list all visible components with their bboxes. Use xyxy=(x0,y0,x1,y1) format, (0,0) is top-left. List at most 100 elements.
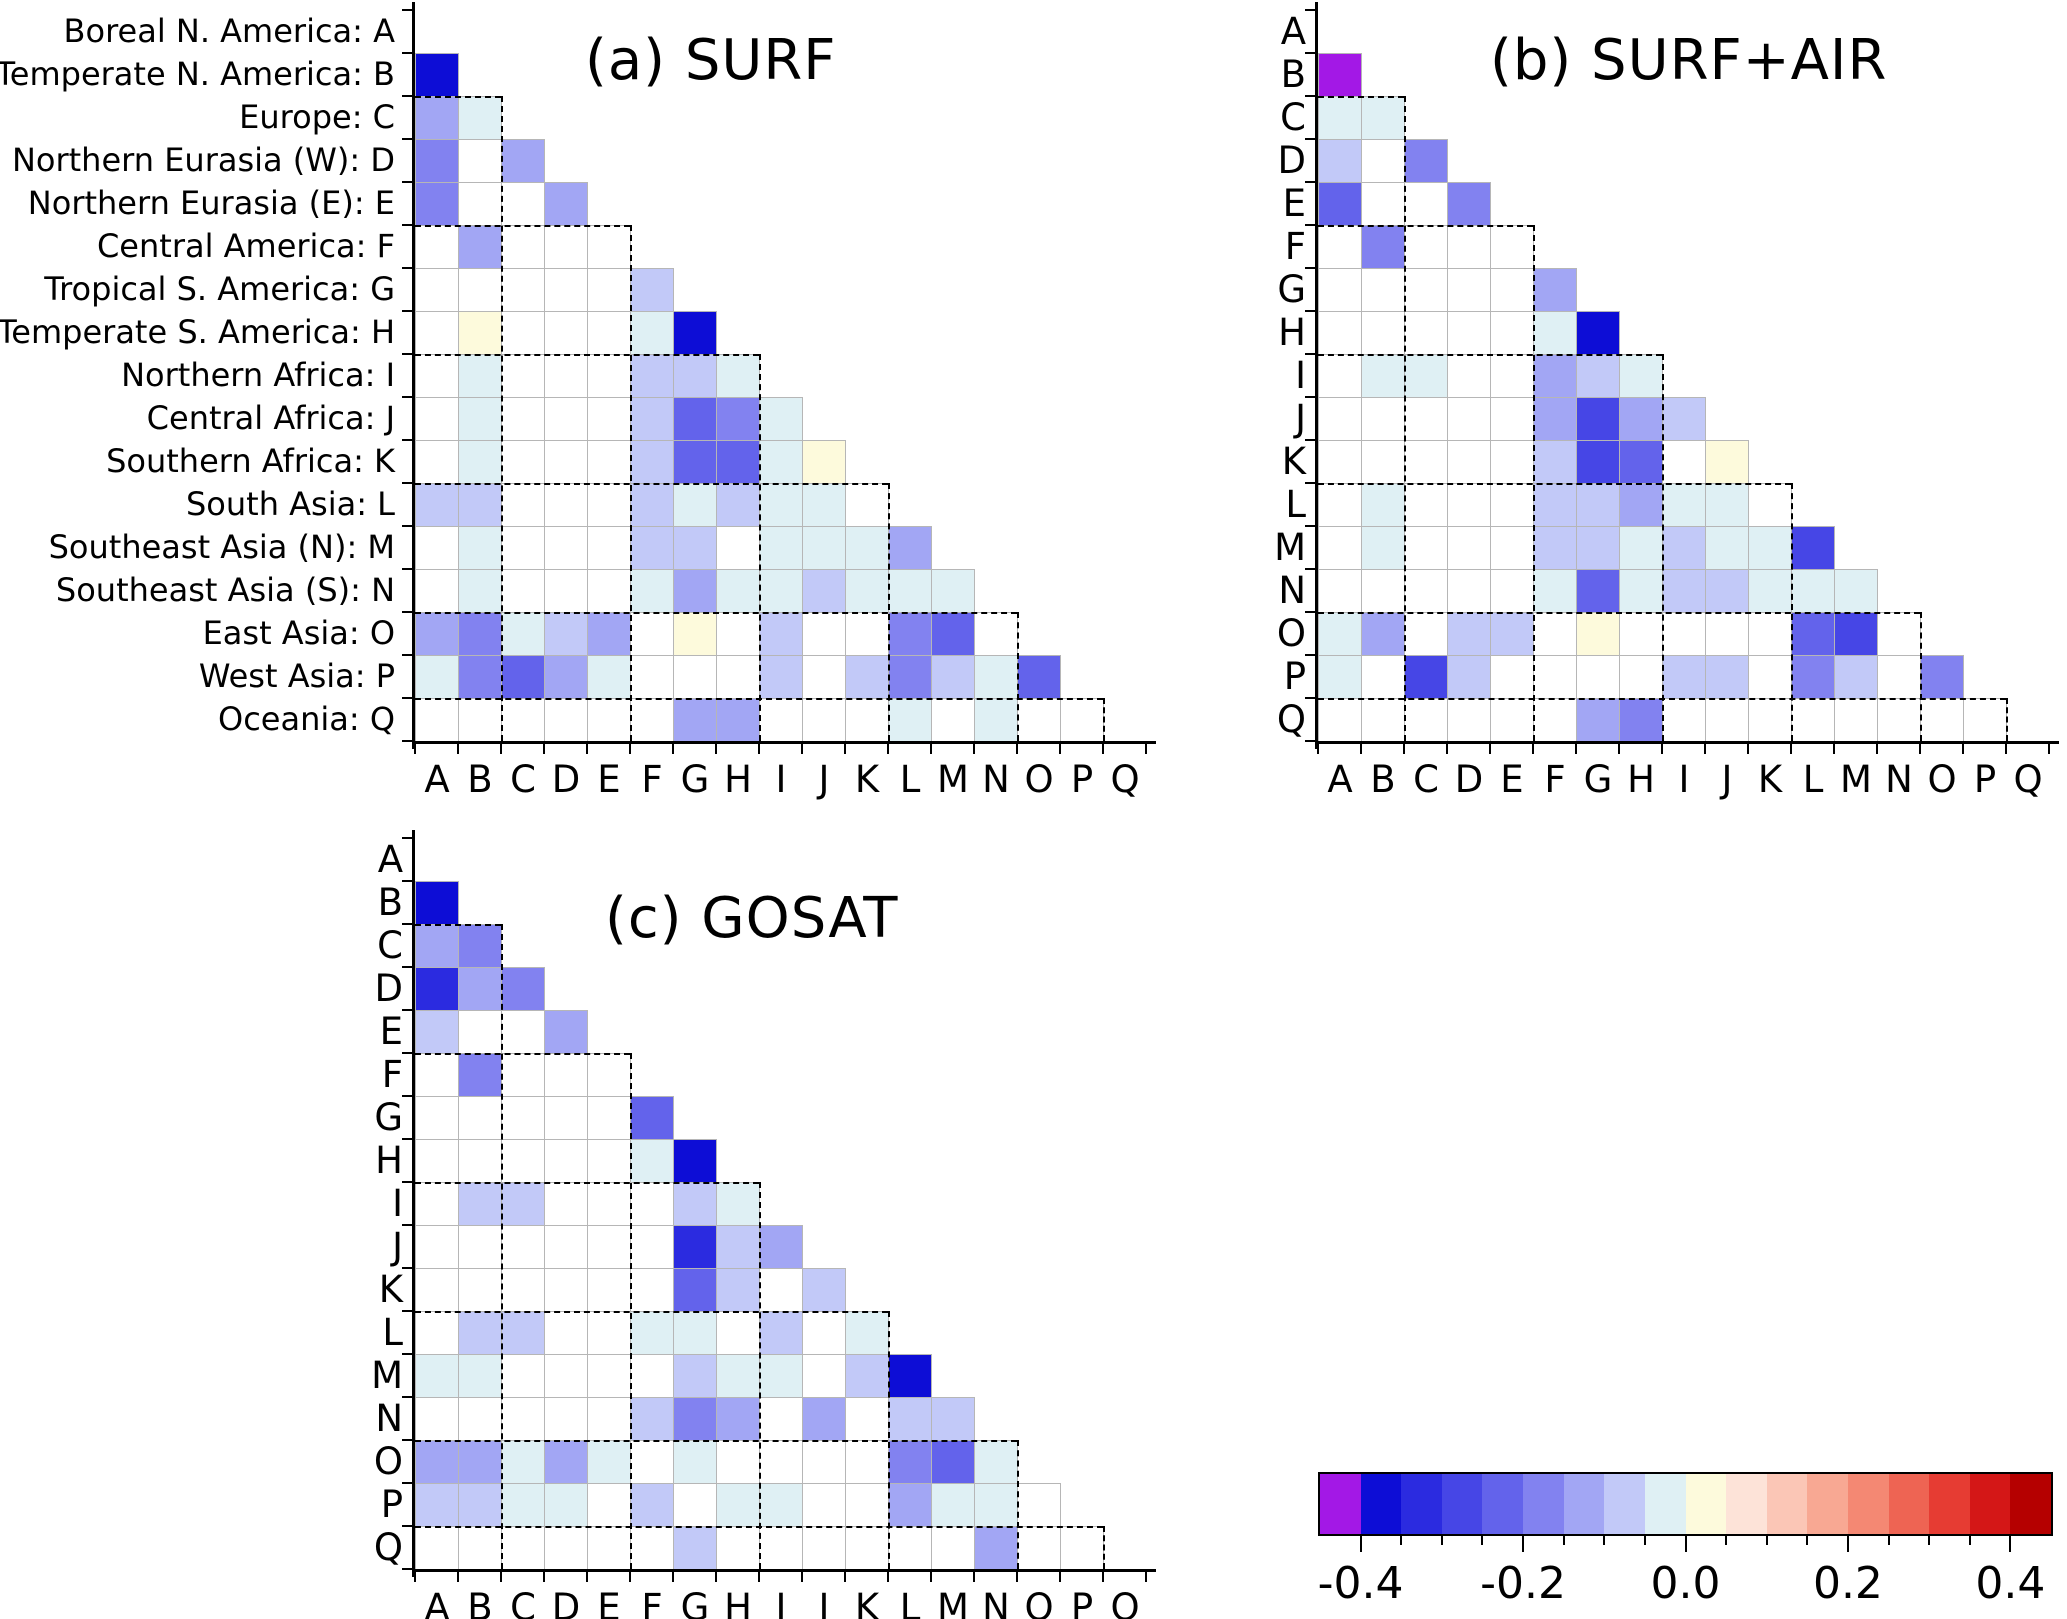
x-axis-label: Q xyxy=(1110,1586,1140,1619)
matrix-cell xyxy=(458,1053,502,1097)
matrix-cell xyxy=(1705,612,1749,656)
matrix-cell xyxy=(673,1483,717,1527)
matrix-cell xyxy=(587,526,631,570)
group-divider-vertical xyxy=(759,1182,761,1569)
colorbar-minor-tick xyxy=(1725,1536,1728,1545)
matrix-cell xyxy=(544,1311,588,1355)
matrix-cell xyxy=(974,698,1018,742)
matrix-cell xyxy=(974,612,1018,656)
matrix-cell xyxy=(501,1182,545,1226)
matrix-cell xyxy=(544,483,588,527)
matrix-cell xyxy=(630,1182,674,1226)
matrix-cell xyxy=(458,1225,502,1269)
matrix-cell xyxy=(716,440,760,484)
colorbar-minor-tick xyxy=(1400,1536,1403,1545)
matrix-cell xyxy=(458,1440,502,1484)
matrix-cell xyxy=(1705,440,1749,484)
matrix-cell xyxy=(1318,311,1362,355)
matrix-cell xyxy=(415,96,459,140)
matrix-cell xyxy=(1447,311,1491,355)
matrix-cell xyxy=(1662,397,1706,441)
matrix-cell xyxy=(501,1354,545,1398)
y-axis-tick xyxy=(402,611,412,613)
matrix-cell xyxy=(1576,311,1620,355)
matrix-cell xyxy=(501,440,545,484)
matrix-cell xyxy=(1447,526,1491,570)
colorbar-tick-label: -0.4 xyxy=(1317,1558,1404,1609)
matrix-cell xyxy=(415,1354,459,1398)
matrix-cell xyxy=(759,612,803,656)
y-axis-tick xyxy=(402,1525,412,1527)
matrix-cell xyxy=(630,440,674,484)
x-axis-tick xyxy=(887,1572,889,1582)
y-axis-label: I xyxy=(392,1182,403,1225)
matrix-cell xyxy=(501,1311,545,1355)
y-axis-tick xyxy=(1305,396,1315,398)
x-axis-label: I xyxy=(1678,758,1690,801)
y-axis-line xyxy=(1315,2,1318,749)
y-axis-label: C xyxy=(1280,96,1306,139)
y-axis-tick xyxy=(402,880,412,882)
matrix-cell xyxy=(1490,268,1534,312)
colorbar-major-tick xyxy=(1522,1536,1525,1552)
matrix-cell xyxy=(587,1526,631,1570)
y-axis-label: K xyxy=(1281,440,1306,483)
matrix-cell xyxy=(544,1397,588,1441)
colorbar-tick-label: 0.0 xyxy=(1650,1558,1721,1609)
matrix-cell xyxy=(544,1268,588,1312)
x-axis-tick xyxy=(1446,744,1448,754)
matrix-cell xyxy=(716,1354,760,1398)
x-axis-label: D xyxy=(551,1586,581,1619)
x-axis-tick xyxy=(930,1572,932,1582)
matrix-cell xyxy=(630,526,674,570)
matrix-cell xyxy=(544,1526,588,1570)
x-axis-label: I xyxy=(775,758,787,801)
matrix-cell xyxy=(458,96,502,140)
y-axis-label: O xyxy=(373,1440,403,1483)
colorbar-segment xyxy=(1847,1474,1890,1534)
matrix-cell xyxy=(458,1182,502,1226)
matrix-cell xyxy=(1576,612,1620,656)
matrix-cell xyxy=(1318,225,1362,269)
matrix-cell xyxy=(931,1440,975,1484)
x-axis-tick xyxy=(543,744,545,754)
matrix-cell xyxy=(1705,483,1749,527)
x-axis-label: P xyxy=(1070,758,1094,801)
colorbar-tick-label: 0.4 xyxy=(1975,1558,2046,1609)
region-label: Central Africa: J xyxy=(146,399,395,437)
matrix-cell xyxy=(802,1354,846,1398)
matrix-cell xyxy=(501,1010,545,1054)
colorbar: -0.4 -0.2 0.0 0.2 0.4 xyxy=(1317,1472,2053,1617)
matrix-cell xyxy=(501,612,545,656)
matrix-cell xyxy=(802,1311,846,1355)
matrix-cell xyxy=(1318,655,1362,699)
x-axis-tick xyxy=(801,744,803,754)
x-axis-label: I xyxy=(775,1586,787,1619)
matrix-cell xyxy=(630,1268,674,1312)
matrix-cell xyxy=(1877,655,1921,699)
y-axis-tick xyxy=(1305,654,1315,656)
matrix-cell xyxy=(544,1225,588,1269)
x-axis-label: P xyxy=(1973,758,1997,801)
group-divider-horizontal xyxy=(1318,225,1533,227)
group-divider-horizontal xyxy=(415,1053,630,1055)
x-axis-tick xyxy=(1016,1572,1018,1582)
group-divider-horizontal xyxy=(415,225,630,227)
group-divider-vertical xyxy=(1017,1440,1019,1569)
matrix-cell xyxy=(1619,526,1663,570)
matrix-cell xyxy=(458,655,502,699)
x-axis-label: C xyxy=(510,1586,536,1619)
y-axis-tick xyxy=(402,923,412,925)
colorbar-segment xyxy=(1726,1474,1768,1534)
matrix-cell xyxy=(501,1483,545,1527)
matrix-cell xyxy=(1404,139,1448,183)
y-axis-tick xyxy=(402,138,412,140)
matrix-cell xyxy=(716,1440,760,1484)
matrix-cell xyxy=(1318,268,1362,312)
region-label: East Asia: O xyxy=(202,614,395,652)
matrix-cell xyxy=(1447,483,1491,527)
region-label: Northern Africa: I xyxy=(121,356,395,394)
matrix-cell xyxy=(1619,698,1663,742)
